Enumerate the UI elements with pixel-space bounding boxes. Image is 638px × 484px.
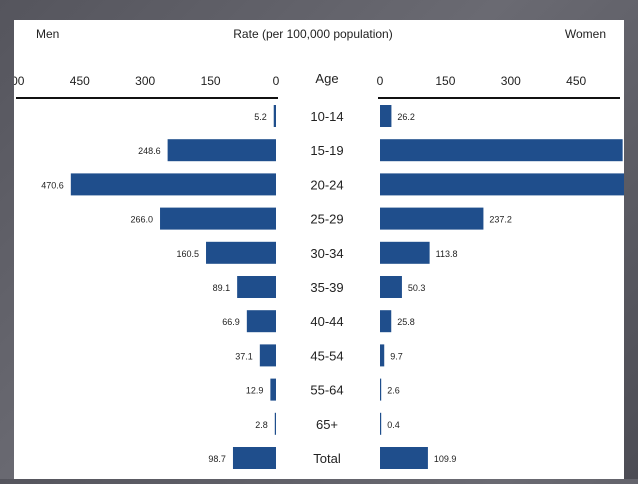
men-value-label: 266.0 bbox=[130, 215, 153, 225]
men-bar bbox=[206, 241, 276, 264]
age-category-label: 65+ bbox=[316, 417, 338, 432]
men-bar bbox=[259, 344, 276, 367]
age-category-label: 20-24 bbox=[310, 177, 343, 192]
men-value-label: 66.9 bbox=[222, 317, 240, 327]
women-bar bbox=[380, 310, 392, 333]
women-bar bbox=[380, 447, 428, 469]
men-bar bbox=[270, 378, 276, 401]
age-category-label: Total bbox=[313, 451, 341, 466]
women-bar bbox=[380, 412, 382, 435]
right-tick-label: 300 bbox=[501, 74, 521, 88]
axes: 75060045030015000150300450600750 bbox=[4, 74, 638, 99]
age-category-label: 10-14 bbox=[310, 109, 343, 124]
men-bar bbox=[246, 310, 276, 333]
chart-panel: Men Rate (per 100,000 population) Women … bbox=[4, 20, 638, 479]
age-category-label: 30-34 bbox=[310, 246, 343, 261]
age-category-label: 35-39 bbox=[310, 280, 343, 295]
left-tick-label: 300 bbox=[135, 74, 155, 88]
bars: 5.226.2248.6556.5470.6584.2266.0237.2160… bbox=[41, 105, 638, 469]
left-tick-label: 150 bbox=[201, 74, 221, 88]
men-bar bbox=[160, 207, 276, 230]
men-bar bbox=[167, 139, 276, 162]
women-bar bbox=[380, 105, 392, 127]
women-value-label: 2.6 bbox=[387, 386, 400, 396]
right-tick-label: 0 bbox=[377, 74, 384, 88]
women-value-label: 109.9 bbox=[434, 454, 457, 464]
left-tick-label: 0 bbox=[273, 74, 280, 88]
men-label: Men bbox=[36, 27, 59, 41]
men-value-label: 89.1 bbox=[213, 283, 231, 293]
age-category-label: 25-29 bbox=[310, 212, 343, 227]
men-bar bbox=[273, 105, 276, 127]
women-value-label: 0.4 bbox=[387, 420, 400, 430]
men-value-label: 2.8 bbox=[255, 420, 268, 430]
men-value-label: 98.7 bbox=[208, 454, 226, 464]
age-categories: 10-14 15-19 20-24 25-29 30-34 35-39 40-44 45-54… bbox=[310, 109, 343, 466]
age-header: Age bbox=[315, 71, 338, 86]
men-value-label: 5.2 bbox=[254, 112, 267, 122]
left-tick-label: 450 bbox=[70, 74, 90, 88]
age-category-label: 55-64 bbox=[310, 383, 343, 398]
women-value-label: 113.8 bbox=[436, 249, 458, 259]
men-bar bbox=[274, 412, 276, 435]
women-label: Women bbox=[565, 27, 606, 41]
women-bar bbox=[380, 207, 484, 230]
women-value-label: 9.7 bbox=[390, 351, 403, 361]
women-value-label: 25.8 bbox=[397, 317, 415, 327]
men-value-label: 160.5 bbox=[176, 249, 199, 259]
men-bar bbox=[232, 447, 276, 469]
women-value-label: 26.2 bbox=[397, 112, 415, 122]
right-tick-label: 450 bbox=[566, 74, 586, 88]
women-bar bbox=[380, 173, 635, 196]
men-value-label: 37.1 bbox=[235, 351, 253, 361]
right-tick-label: 150 bbox=[435, 74, 455, 88]
chart-title: Rate (per 100,000 population) bbox=[233, 27, 392, 41]
women-bar bbox=[380, 139, 623, 162]
women-value-label: 50.3 bbox=[408, 283, 426, 293]
left-tick-label: 600 bbox=[14, 74, 25, 88]
men-bar bbox=[237, 276, 276, 298]
men-value-label: 12.9 bbox=[246, 386, 264, 396]
women-bar bbox=[380, 276, 402, 298]
women-bar bbox=[380, 378, 382, 401]
women-bar bbox=[380, 241, 430, 264]
women-value-label: 237.2 bbox=[489, 215, 512, 225]
age-category-label: 40-44 bbox=[310, 314, 343, 329]
age-category-label: 45-54 bbox=[310, 348, 343, 363]
women-bar bbox=[380, 344, 385, 367]
men-bar bbox=[70, 173, 276, 196]
men-value-label: 248.6 bbox=[138, 146, 161, 156]
age-category-label: 15-19 bbox=[310, 143, 343, 158]
men-value-label: 470.6 bbox=[41, 180, 64, 190]
population-pyramid-chart: Men Rate (per 100,000 population) Women … bbox=[4, 27, 638, 469]
